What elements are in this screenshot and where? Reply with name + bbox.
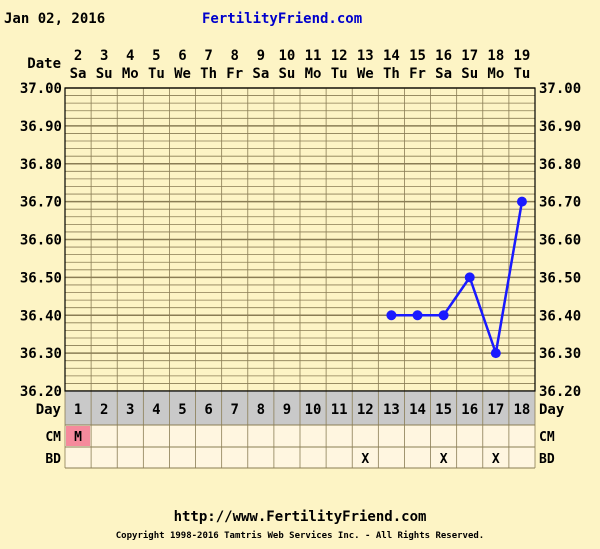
y-tick-label-left: 36.80 <box>20 157 62 173</box>
date-row-label: Date <box>27 56 61 72</box>
day-number: 4 <box>152 402 160 418</box>
y-tick-label-right: 36.70 <box>539 195 581 211</box>
day-number: 6 <box>204 402 212 418</box>
date-number: 12 <box>331 48 348 64</box>
y-tick-label-right: 36.90 <box>539 119 581 135</box>
date-number: 3 <box>100 48 108 64</box>
y-tick-label-left: 36.50 <box>20 270 62 286</box>
bd-row-label-right: BD <box>539 452 555 467</box>
weekday-label: Tu <box>331 66 348 82</box>
temperature-point <box>516 196 527 207</box>
chart-date: Jan 02, 2016 <box>4 11 106 27</box>
date-number: 13 <box>357 48 374 64</box>
weekday-label: Tu <box>514 66 531 82</box>
date-number: 9 <box>257 48 265 64</box>
footer-url[interactable]: http://www.FertilityFriend.com <box>173 509 427 525</box>
cm-row-label-left: CM <box>45 430 61 445</box>
date-number: 7 <box>204 48 212 64</box>
day-number: 17 <box>487 402 504 418</box>
weekday-label: Tu <box>148 66 165 82</box>
y-tick-label-left: 37.00 <box>20 81 62 97</box>
copyright: Copyright 1998-2016 Tamtris Web Services… <box>115 531 485 541</box>
weekday-label: Fr <box>409 66 426 82</box>
day-number: 1 <box>74 402 82 418</box>
temperature-point <box>412 310 423 321</box>
y-tick-label-left: 36.70 <box>20 195 62 211</box>
day-number: 14 <box>409 402 426 418</box>
weekday-label: Mo <box>305 66 322 82</box>
weekday-label: Su <box>96 66 113 82</box>
bd-marker: X <box>492 452 500 467</box>
y-tick-label-right: 36.80 <box>539 157 581 173</box>
day-number: 11 <box>331 402 348 418</box>
temperature-point <box>438 310 449 321</box>
weekday-label: Sa <box>70 66 87 82</box>
bd-marker: X <box>361 452 369 467</box>
y-tick-label-left: 36.40 <box>20 308 62 324</box>
day-number: 8 <box>257 402 265 418</box>
weekday-label: Th <box>383 66 400 82</box>
day-number: 18 <box>514 402 531 418</box>
weekday-label: Su <box>279 66 296 82</box>
date-number: 18 <box>487 48 504 64</box>
date-number: 8 <box>231 48 239 64</box>
day-number: 2 <box>100 402 108 418</box>
cm-marker <box>66 426 91 446</box>
day-number: 16 <box>461 402 478 418</box>
date-number: 15 <box>409 48 426 64</box>
day-row-label-left: Day <box>36 402 62 418</box>
temperature-point <box>386 310 397 321</box>
date-number: 19 <box>514 48 531 64</box>
date-number: 6 <box>178 48 186 64</box>
bd-row-label-left: BD <box>45 452 61 467</box>
y-tick-label-left: 36.60 <box>20 233 62 249</box>
date-number: 11 <box>305 48 322 64</box>
y-tick-label-left: 36.30 <box>20 346 62 362</box>
y-tick-label-right: 36.30 <box>539 346 581 362</box>
weekday-label: Sa <box>435 66 452 82</box>
weekday-label: Th <box>200 66 217 82</box>
bd-marker: X <box>440 452 448 467</box>
cm-marker-label: M <box>74 430 82 445</box>
weekday-label: Fr <box>226 66 243 82</box>
weekday-label: We <box>357 66 374 82</box>
day-number: 3 <box>126 402 134 418</box>
y-tick-label-left: 36.90 <box>20 119 62 135</box>
date-number: 17 <box>461 48 478 64</box>
weekday-label: Sa <box>252 66 269 82</box>
site-name[interactable]: FertilityFriend.com <box>202 11 363 27</box>
day-number: 13 <box>383 402 400 418</box>
date-number: 10 <box>279 48 296 64</box>
day-row-label-right: Day <box>539 402 565 418</box>
weekday-label: Mo <box>487 66 504 82</box>
y-tick-label-right: 36.40 <box>539 308 581 324</box>
date-number: 2 <box>74 48 82 64</box>
date-number: 5 <box>152 48 160 64</box>
day-number: 5 <box>178 402 186 418</box>
weekday-label: We <box>174 66 191 82</box>
weekday-label: Mo <box>122 66 139 82</box>
date-number: 4 <box>126 48 134 64</box>
weekday-label: Su <box>461 66 478 82</box>
y-tick-label-right: 37.00 <box>539 81 581 97</box>
temperature-point <box>490 348 501 359</box>
day-number: 15 <box>435 402 452 418</box>
y-tick-label-left: 36.20 <box>20 384 62 400</box>
day-number: 9 <box>283 402 291 418</box>
y-tick-label-right: 36.20 <box>539 384 581 400</box>
date-number: 14 <box>383 48 400 64</box>
y-tick-label-right: 36.50 <box>539 270 581 286</box>
temperature-point <box>464 272 475 283</box>
day-number: 7 <box>231 402 239 418</box>
cm-row-label-right: CM <box>539 430 555 445</box>
day-number: 10 <box>305 402 322 418</box>
plot-border <box>64 87 536 392</box>
day-number: 12 <box>357 402 374 418</box>
date-number: 16 <box>435 48 452 64</box>
y-tick-label-right: 36.60 <box>539 233 581 249</box>
